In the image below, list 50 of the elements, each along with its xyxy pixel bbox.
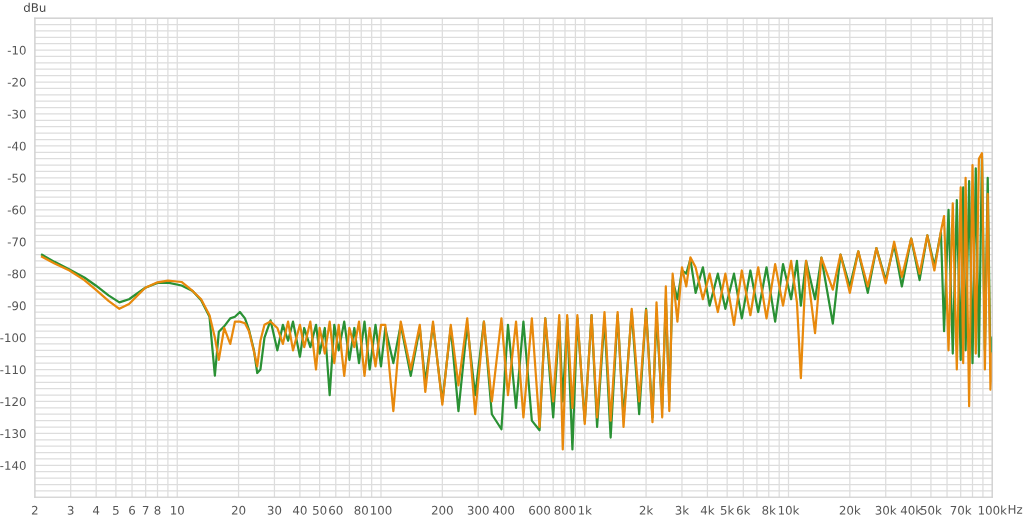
y-tick-label: -110 — [0, 365, 26, 375]
x-tick-label: 400 — [492, 505, 515, 515]
x-tick-label: 60 — [329, 505, 343, 515]
x-tick-label: 200 — [431, 505, 453, 515]
x-tick-label: 2k — [639, 505, 654, 515]
y-tick-label: -100 — [0, 333, 26, 343]
y-tick-label: -70 — [7, 237, 26, 247]
x-tick-label: 50 — [313, 505, 327, 515]
x-tick-label: 7 — [142, 505, 149, 515]
y-tick-label: -10 — [7, 45, 26, 55]
x-tick-label: 6 — [129, 505, 136, 515]
x-tick-label: 800 — [554, 505, 576, 515]
x-tick-label: 8 — [154, 505, 161, 515]
y-tick-label: -120 — [0, 397, 26, 407]
x-tick-label: 30k — [875, 505, 897, 515]
x-tick-label: 20k — [839, 505, 861, 515]
x-tick-label: 40 — [292, 505, 307, 515]
x-tick-label: 300 — [467, 505, 489, 515]
y-tick-label: -130 — [0, 429, 26, 439]
x-tick-label: 3 — [67, 505, 74, 515]
x-tick-label: 3k — [675, 505, 690, 515]
y-tick-label: -60 — [7, 205, 26, 215]
x-tick-label: 100k — [978, 505, 1007, 515]
x-tick-label: 600 — [529, 505, 551, 515]
x-tick-label: 6k — [736, 505, 751, 515]
x-tick-label: 1k — [578, 505, 592, 515]
x-tick-label: 80 — [354, 505, 368, 515]
x-tick-label: 5 — [113, 505, 119, 515]
x-tick-label: 40k — [900, 505, 923, 515]
x-tick-label: 5k — [720, 505, 735, 515]
y-tick-label: -20 — [7, 77, 26, 87]
x-tick-label: 8k — [762, 505, 776, 515]
x-tick-label: 30 — [267, 505, 282, 515]
y-tick-label: -40 — [7, 141, 26, 151]
x-tick-label: 10k — [778, 505, 800, 515]
x-axis-title: Hz — [1008, 505, 1023, 514]
y-tick-label: -90 — [7, 301, 26, 311]
x-tick-label: 100 — [371, 505, 392, 515]
y-tick-label: -30 — [7, 109, 26, 119]
x-tick-label: 2 — [31, 505, 38, 515]
y-tick-label: -80 — [7, 269, 26, 279]
y-axis-title: dBu — [23, 2, 46, 13]
x-tick-label: 70k — [950, 505, 972, 515]
x-tick-label: 4 — [92, 505, 100, 515]
y-tick-label: -140 — [0, 461, 26, 470]
y-tick-label: -50 — [7, 173, 26, 183]
x-tick-label: 10 — [171, 505, 184, 515]
x-tick-label: 20 — [231, 505, 246, 515]
x-tick-label: 50k — [920, 505, 942, 515]
x-tick-label: 4k — [700, 505, 715, 515]
